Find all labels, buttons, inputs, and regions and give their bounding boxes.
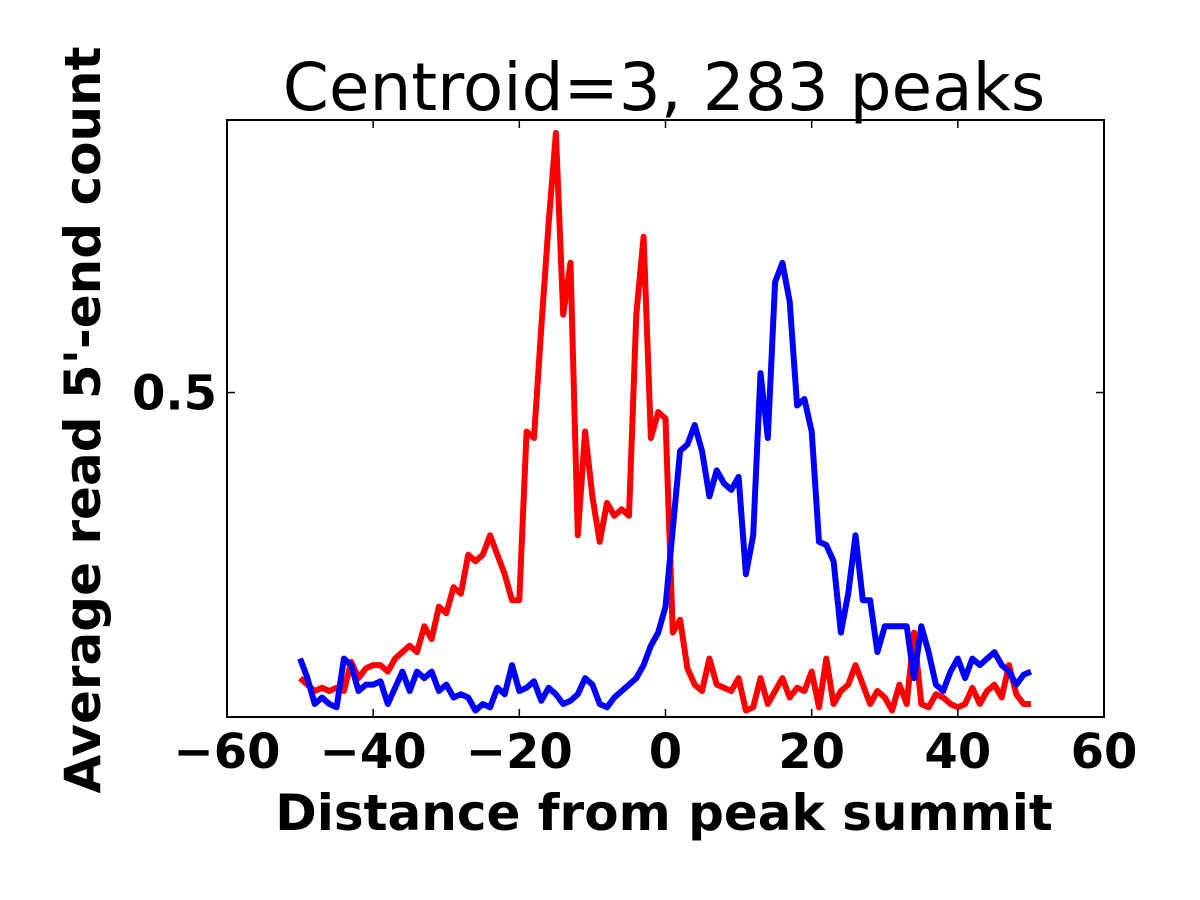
y-axis-label: Average read 5'-end count: [54, 46, 112, 793]
x-tick-label: 40: [924, 724, 991, 780]
series-line-1: [298, 130, 1031, 714]
x-tick-label: 20: [778, 724, 845, 780]
chart-title: Centroid=3, 283 peaks: [283, 49, 1045, 126]
x-tick-label: −60: [173, 724, 280, 780]
x-tick-label: 60: [1071, 724, 1138, 780]
y-tick-label: 0.5: [132, 366, 217, 422]
x-tick-label: −40: [320, 724, 427, 780]
series-line-2: [297, 259, 1033, 714]
x-axis-label: Distance from peak summit: [275, 784, 1053, 842]
tick-layer: −60 −40 −20 0 20 40 60 0.5: [132, 120, 1137, 780]
x-tick-label: 0: [649, 724, 682, 780]
x-tick-label: −20: [466, 724, 573, 780]
series-layer: [297, 130, 1033, 714]
